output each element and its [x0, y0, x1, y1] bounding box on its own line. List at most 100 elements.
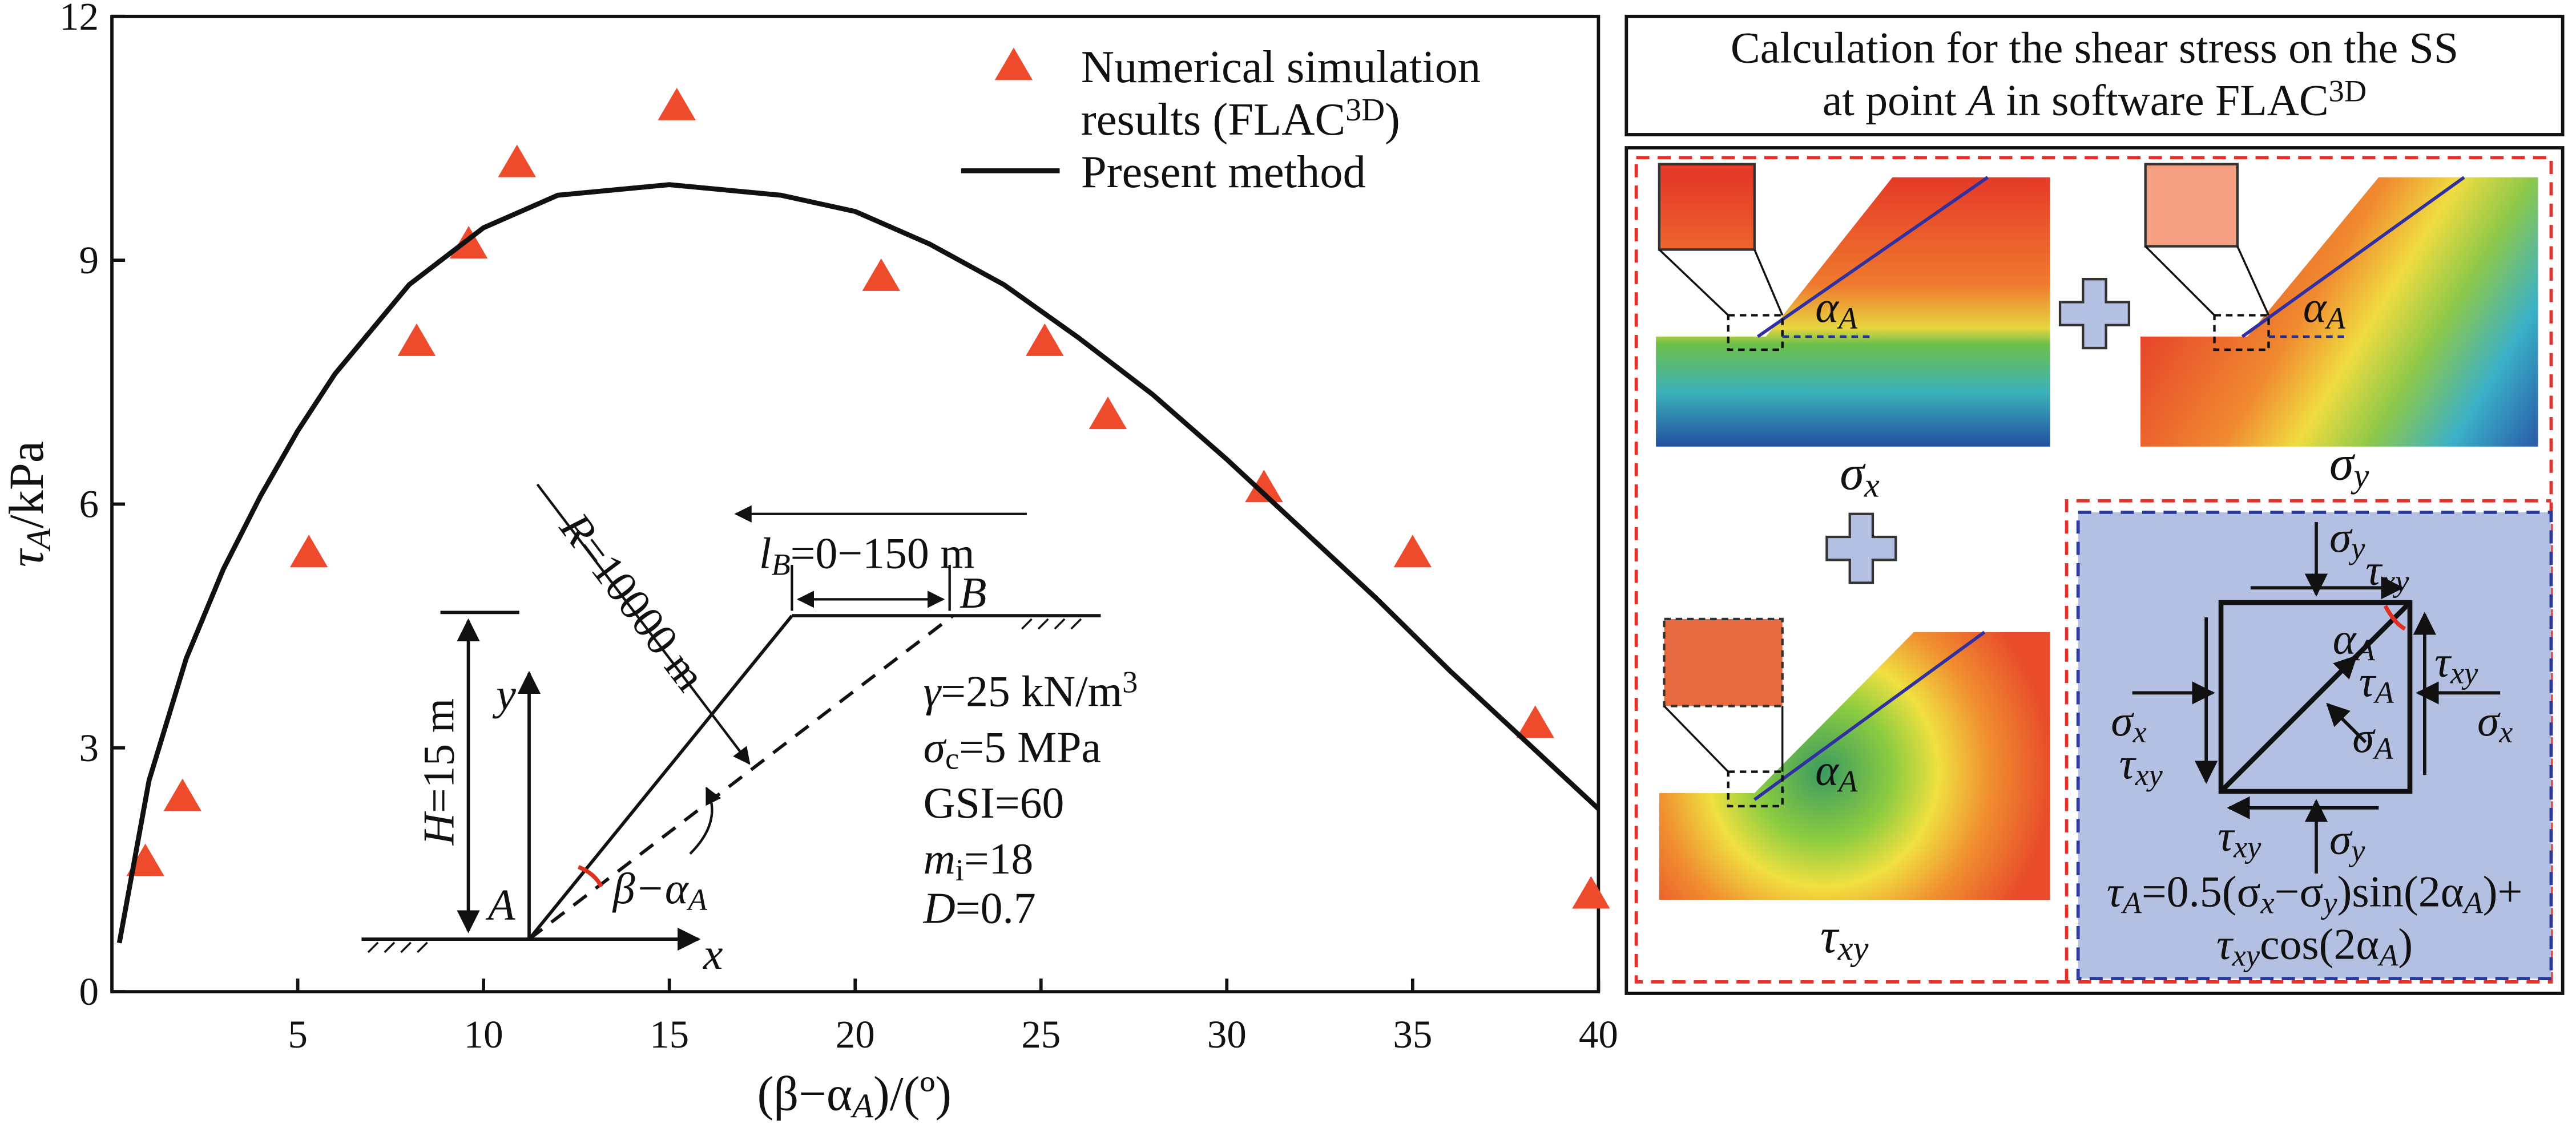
text-run: σ [2352, 713, 2376, 762]
text-run: ) [2398, 920, 2413, 969]
text-run: A [687, 883, 708, 917]
text-run: A [1837, 301, 1858, 335]
text-run: x [1864, 467, 1880, 505]
panel-box [1624, 146, 2565, 995]
x-tick-label: 20 [836, 1012, 875, 1056]
stress-label: σA [2352, 713, 2393, 766]
text-run: σ [924, 722, 947, 771]
text-run: A [485, 880, 515, 929]
text-run: A [2355, 633, 2376, 667]
text-run: B [771, 548, 790, 582]
text-run: τ [1820, 908, 1840, 963]
formula: τxycos(2αA) [2216, 920, 2413, 973]
text-run: =18 [964, 834, 1034, 883]
data-line [116, 182, 1601, 944]
y-tick-label: 12 [59, 0, 99, 38]
stress-label: τxy [2119, 739, 2163, 792]
stress-label: αA [2333, 614, 2376, 667]
text-run: β−α [612, 864, 690, 913]
contour-sigma-y [2140, 163, 2538, 447]
text-run: y [2351, 456, 2369, 495]
y-tick-label: 9 [79, 238, 99, 282]
text-run: l [759, 529, 772, 578]
text-run: x [2132, 715, 2147, 749]
text-run: σ [2329, 435, 2356, 490]
contour-tau-xy [1659, 617, 2050, 900]
text-run: y [2320, 886, 2337, 920]
text-run: τ [2218, 811, 2235, 860]
text-run: xy [2450, 656, 2478, 690]
data-point [1245, 470, 1283, 503]
text-run: σ [1840, 446, 1866, 500]
stress-label: σy [2329, 814, 2365, 867]
stress-label: τxy [2218, 811, 2261, 864]
annotation: σc=5 MPa [924, 722, 1101, 775]
legend-label: results (FLAC3D) [1081, 92, 1400, 145]
stress-label: τxy [2365, 545, 2409, 598]
text-run: A [1837, 764, 1858, 798]
angle-label: αA [1815, 746, 1858, 799]
contour-label: σy [2329, 435, 2369, 495]
text-run: =5 MPa [959, 722, 1101, 771]
text-run: y [2348, 833, 2365, 867]
text-run: /kPa [0, 441, 54, 528]
data-point [498, 144, 536, 177]
text-run: m [924, 834, 956, 883]
text-run: c [945, 741, 959, 775]
text-run: σ [2477, 696, 2501, 745]
annotation: B [960, 568, 986, 617]
text-run: xy [1837, 929, 1869, 968]
annotation: γ=25 kN/m3 [924, 665, 1138, 715]
legend-marker [994, 47, 1033, 80]
text-run: B [960, 568, 986, 617]
text-run: A [1965, 75, 1995, 124]
legend-label: Present method [1081, 147, 1366, 197]
annotation: mi=18 [924, 834, 1034, 887]
panel-title-box [1624, 14, 2565, 136]
text-run: y [2348, 531, 2365, 565]
x-tick-label: 10 [464, 1012, 503, 1056]
y-tick-label: 6 [79, 482, 99, 525]
annotation: GSI=60 [924, 778, 1065, 827]
x-tick-label: 40 [1579, 1012, 1618, 1056]
data-point [1516, 705, 1554, 738]
angle-label: αA [2303, 282, 2346, 335]
x-tick-label: 5 [288, 1012, 308, 1056]
text-run: results (FLAC [1081, 94, 1345, 145]
text-run: A [20, 528, 58, 552]
text-run: GSI=60 [924, 778, 1065, 827]
text-run: σ [2329, 814, 2353, 863]
data-point [1572, 876, 1610, 909]
text-run: H [414, 811, 463, 846]
text-run: τ [0, 548, 54, 567]
text-run: at point [1823, 75, 1968, 124]
data-point [397, 323, 436, 356]
text-run: σ [2329, 512, 2353, 561]
x-tick-label: 35 [1393, 1012, 1432, 1056]
text-run: =15 m [414, 698, 463, 813]
annotation: H=15 m [414, 698, 463, 846]
text-run: Calculation for the shear stress on the … [1731, 23, 2458, 72]
text-run: =0.5(σ [2142, 867, 2261, 916]
annotation: R=10000 m [550, 503, 715, 700]
text-run: =0−150 m [791, 529, 975, 578]
data-point [862, 258, 901, 291]
text-run: α [1815, 746, 1840, 795]
text-run: A [850, 1087, 874, 1126]
annotation: lB=0−150 m [759, 529, 975, 582]
text-run: )/(º) [873, 1066, 952, 1121]
data-point [1393, 535, 1432, 568]
text-run: A [2373, 676, 2394, 710]
stress-label: τA [2359, 657, 2394, 710]
text-run: α [1815, 282, 1840, 331]
text-run: τ [2216, 920, 2234, 969]
text-run: i [956, 853, 964, 887]
stress-label: σx [2111, 696, 2146, 749]
text-run: τ [2119, 739, 2137, 788]
text-run: 3D [2329, 74, 2367, 108]
text-run: xy [2233, 830, 2261, 864]
text-run: xy [2134, 758, 2163, 792]
text-run: x [703, 929, 723, 979]
contour-sigma-x [1656, 163, 2050, 447]
